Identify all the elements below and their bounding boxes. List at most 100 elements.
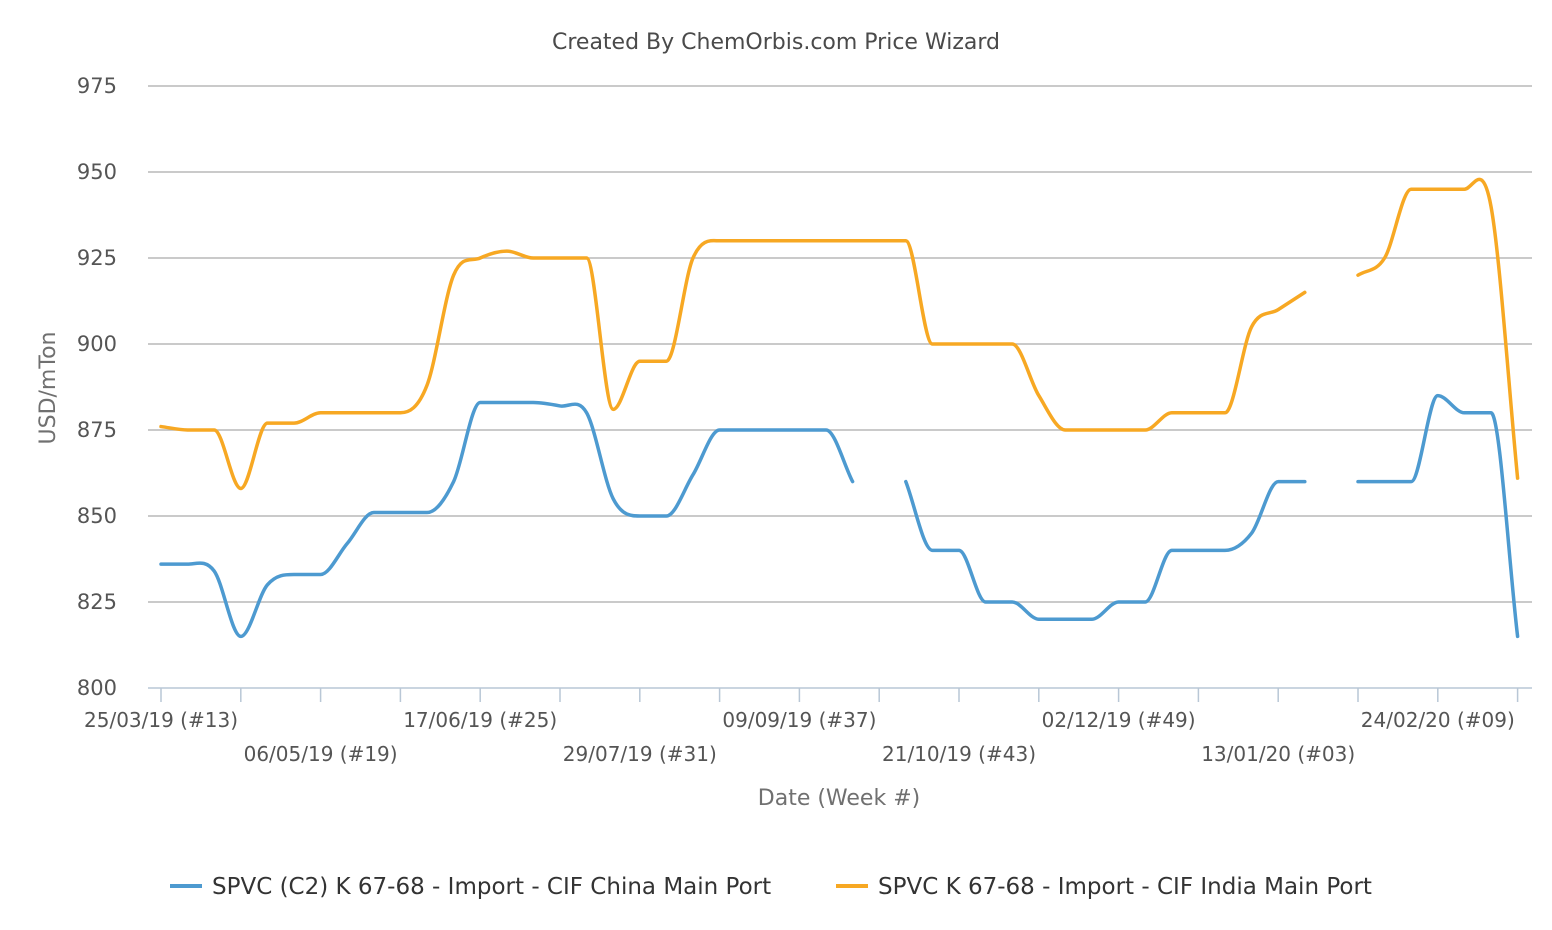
- data-point[interactable]: [1223, 548, 1227, 552]
- data-point[interactable]: [797, 239, 801, 243]
- series-line-segment[interactable]: [159, 238, 1307, 491]
- data-point[interactable]: [1196, 411, 1200, 415]
- data-point[interactable]: [452, 480, 456, 484]
- data-point[interactable]: [585, 256, 589, 260]
- data-point[interactable]: [1356, 480, 1360, 484]
- data-point[interactable]: [558, 256, 562, 260]
- data-point[interactable]: [1037, 394, 1041, 398]
- data-point[interactable]: [1143, 600, 1147, 604]
- data-point[interactable]: [1010, 600, 1014, 604]
- data-point[interactable]: [611, 407, 615, 411]
- data-point[interactable]: [824, 239, 828, 243]
- data-point[interactable]: [1436, 394, 1440, 398]
- data-point[interactable]: [771, 428, 775, 432]
- data-point[interactable]: [984, 342, 988, 346]
- data-point[interactable]: [744, 428, 748, 432]
- data-point[interactable]: [452, 273, 456, 277]
- data-point[interactable]: [1090, 428, 1094, 432]
- data-point[interactable]: [1037, 617, 1041, 621]
- data-point[interactable]: [212, 428, 216, 432]
- data-point[interactable]: [744, 239, 748, 243]
- data-point[interactable]: [957, 342, 961, 346]
- data-point[interactable]: [930, 342, 934, 346]
- data-point[interactable]: [1276, 308, 1280, 312]
- data-point[interactable]: [1223, 411, 1227, 415]
- legend-item-1[interactable]: SPVC (C2) K 67-68 - Import - CIF China M…: [170, 874, 771, 900]
- data-point[interactable]: [718, 239, 722, 243]
- data-point[interactable]: [1063, 428, 1067, 432]
- series-line-segment[interactable]: [159, 400, 855, 639]
- data-point[interactable]: [292, 421, 296, 425]
- data-point[interactable]: [1516, 634, 1520, 638]
- data-point[interactable]: [718, 428, 722, 432]
- data-point[interactable]: [1143, 428, 1147, 432]
- data-point[interactable]: [1170, 548, 1174, 552]
- data-point[interactable]: [1276, 480, 1280, 484]
- data-point[interactable]: [1117, 600, 1121, 604]
- data-point[interactable]: [1383, 256, 1387, 260]
- data-point[interactable]: [851, 480, 855, 484]
- data-point[interactable]: [824, 428, 828, 432]
- data-point[interactable]: [1462, 411, 1466, 415]
- data-point[interactable]: [877, 239, 881, 243]
- data-point[interactable]: [1489, 411, 1493, 415]
- data-point[interactable]: [159, 425, 163, 429]
- data-point[interactable]: [186, 562, 190, 566]
- data-point[interactable]: [585, 411, 589, 415]
- data-point[interactable]: [372, 511, 376, 515]
- data-point[interactable]: [505, 400, 509, 404]
- data-point[interactable]: [372, 411, 376, 415]
- data-point[interactable]: [1063, 617, 1067, 621]
- data-point[interactable]: [1462, 187, 1466, 191]
- data-point[interactable]: [904, 480, 908, 484]
- data-point[interactable]: [1250, 531, 1254, 535]
- data-point[interactable]: [1436, 187, 1440, 191]
- data-point[interactable]: [558, 404, 562, 408]
- data-point[interactable]: [478, 400, 482, 404]
- data-point[interactable]: [345, 542, 349, 546]
- data-point[interactable]: [771, 239, 775, 243]
- data-point[interactable]: [984, 600, 988, 604]
- data-point[interactable]: [478, 256, 482, 260]
- data-point[interactable]: [1196, 548, 1200, 552]
- data-point[interactable]: [425, 511, 429, 515]
- data-point[interactable]: [1303, 480, 1307, 484]
- data-point[interactable]: [212, 569, 216, 573]
- data-point[interactable]: [691, 256, 695, 260]
- legend[interactable]: SPVC (C2) K 67-68 - Import - CIF China M…: [170, 874, 1372, 900]
- data-point[interactable]: [398, 411, 402, 415]
- data-point[interactable]: [1409, 480, 1413, 484]
- data-point[interactable]: [319, 411, 323, 415]
- data-point[interactable]: [531, 400, 535, 404]
- data-point[interactable]: [797, 428, 801, 432]
- data-point[interactable]: [319, 572, 323, 576]
- series-1[interactable]: [159, 393, 1520, 639]
- data-point[interactable]: [1516, 476, 1520, 480]
- data-point[interactable]: [611, 497, 615, 501]
- data-point[interactable]: [1489, 204, 1493, 208]
- data-point[interactable]: [531, 256, 535, 260]
- data-point[interactable]: [1383, 480, 1387, 484]
- data-point[interactable]: [664, 514, 668, 518]
- data-point[interactable]: [345, 411, 349, 415]
- data-point[interactable]: [1010, 342, 1014, 346]
- data-point[interactable]: [1250, 325, 1254, 329]
- data-point[interactable]: [904, 239, 908, 243]
- series-line-segment[interactable]: [904, 479, 1307, 621]
- series-2[interactable]: [159, 177, 1520, 491]
- series-line-segment[interactable]: [1356, 177, 1520, 480]
- data-point[interactable]: [664, 359, 668, 363]
- data-point[interactable]: [930, 548, 934, 552]
- data-point[interactable]: [292, 572, 296, 576]
- data-point[interactable]: [505, 249, 509, 253]
- data-point[interactable]: [398, 511, 402, 515]
- data-point[interactable]: [239, 634, 243, 638]
- legend-item-2[interactable]: SPVC K 67-68 - Import - CIF India Main P…: [836, 874, 1372, 900]
- data-point[interactable]: [239, 486, 243, 490]
- data-point[interactable]: [638, 514, 642, 518]
- data-point[interactable]: [957, 548, 961, 552]
- data-point[interactable]: [1303, 290, 1307, 294]
- series-line-segment[interactable]: [1356, 393, 1520, 639]
- data-point[interactable]: [159, 562, 163, 566]
- data-point[interactable]: [691, 473, 695, 477]
